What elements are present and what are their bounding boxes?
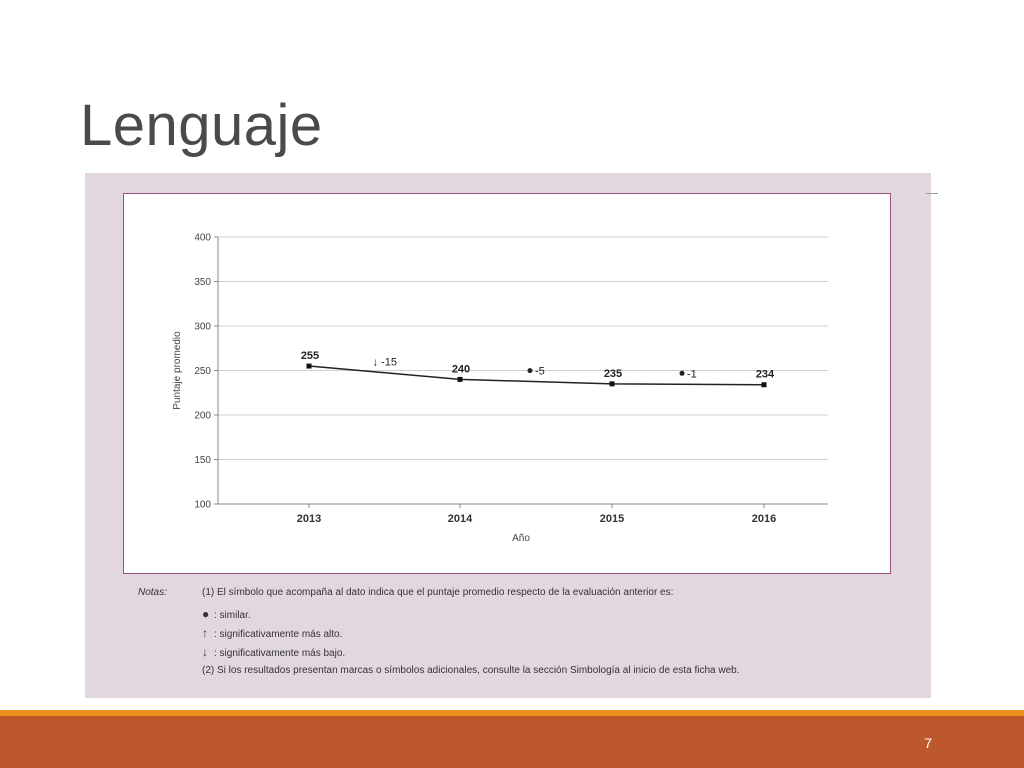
x-tick-label: 2013 — [297, 513, 321, 525]
y-tick-label: 400 — [194, 233, 211, 244]
x-tick-label: 2014 — [448, 513, 473, 525]
data-label: 234 — [756, 369, 775, 381]
note-higher-text: : significativamente más alto. — [214, 629, 343, 640]
data-label: 235 — [604, 368, 622, 380]
note-line-2: (2) Si los resultados presentan marcas o… — [202, 665, 740, 676]
panel-accent-line — [926, 193, 938, 194]
note-line-1: (1) El símbolo que acompaña al dato indi… — [202, 587, 674, 598]
change-annotation: -5 — [535, 366, 545, 378]
y-tick-label: 100 — [194, 500, 211, 511]
note-similar-text: : similar. — [214, 610, 251, 621]
x-tick-label: 2016 — [752, 513, 776, 525]
x-tick-label: 2015 — [600, 513, 624, 525]
data-point — [609, 381, 615, 387]
y-tick-label: 150 — [194, 455, 211, 466]
y-tick-label: 250 — [194, 366, 211, 377]
footer-bar — [0, 716, 1024, 768]
note-lower: ↓ : significativamente más bajo. — [202, 645, 345, 659]
x-axis-title: Año — [512, 533, 530, 544]
data-label: 255 — [301, 350, 319, 362]
data-point — [761, 382, 767, 388]
footer-accent-line — [0, 710, 1024, 716]
change-dot-marker — [679, 370, 685, 376]
data-point — [306, 363, 312, 369]
line-chart: 100 150 200 250 300 350 400 2013 2014 2015 2016 Año… — [172, 233, 828, 544]
y-tick-label: 350 — [194, 277, 211, 288]
note-higher: ↑ : significativamente más alto. — [202, 626, 342, 640]
slide-title: Lenguaje — [80, 93, 323, 158]
series-line — [308, 365, 765, 386]
change-annotation: ↓ -15 — [373, 357, 397, 369]
arrow-down-icon: ↓ — [202, 645, 208, 659]
y-tick-label: 200 — [194, 411, 211, 422]
dot-icon: ● — [202, 607, 210, 621]
chart-frame: 100 150 200 250 300 350 400 2013 2014 2015 2016 Año… — [123, 193, 891, 574]
note-lower-text: : significativamente más bajo. — [214, 648, 346, 659]
arrow-up-icon: ↑ — [202, 626, 208, 640]
change-dot-marker — [527, 368, 533, 374]
y-tick-label: 300 — [194, 322, 211, 333]
note-similar: ● : similar. — [202, 607, 251, 621]
notes-label: Notas: — [138, 587, 167, 598]
y-axis-title: Puntaje promedio — [172, 331, 183, 410]
data-point — [457, 376, 463, 382]
page-number: 7 — [924, 735, 932, 751]
data-label: 240 — [452, 363, 470, 375]
change-annotation: -1 — [687, 368, 697, 380]
